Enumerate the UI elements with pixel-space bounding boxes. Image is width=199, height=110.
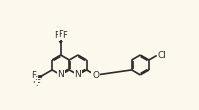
Text: F: F (58, 30, 63, 39)
Text: O: O (92, 71, 99, 80)
Text: N: N (57, 70, 64, 79)
Text: F: F (31, 71, 36, 80)
Text: F: F (62, 31, 67, 40)
Text: N: N (75, 70, 81, 79)
Text: Cl: Cl (158, 51, 167, 60)
Text: F: F (54, 31, 59, 40)
Text: F: F (35, 79, 40, 88)
Text: F: F (32, 76, 37, 85)
